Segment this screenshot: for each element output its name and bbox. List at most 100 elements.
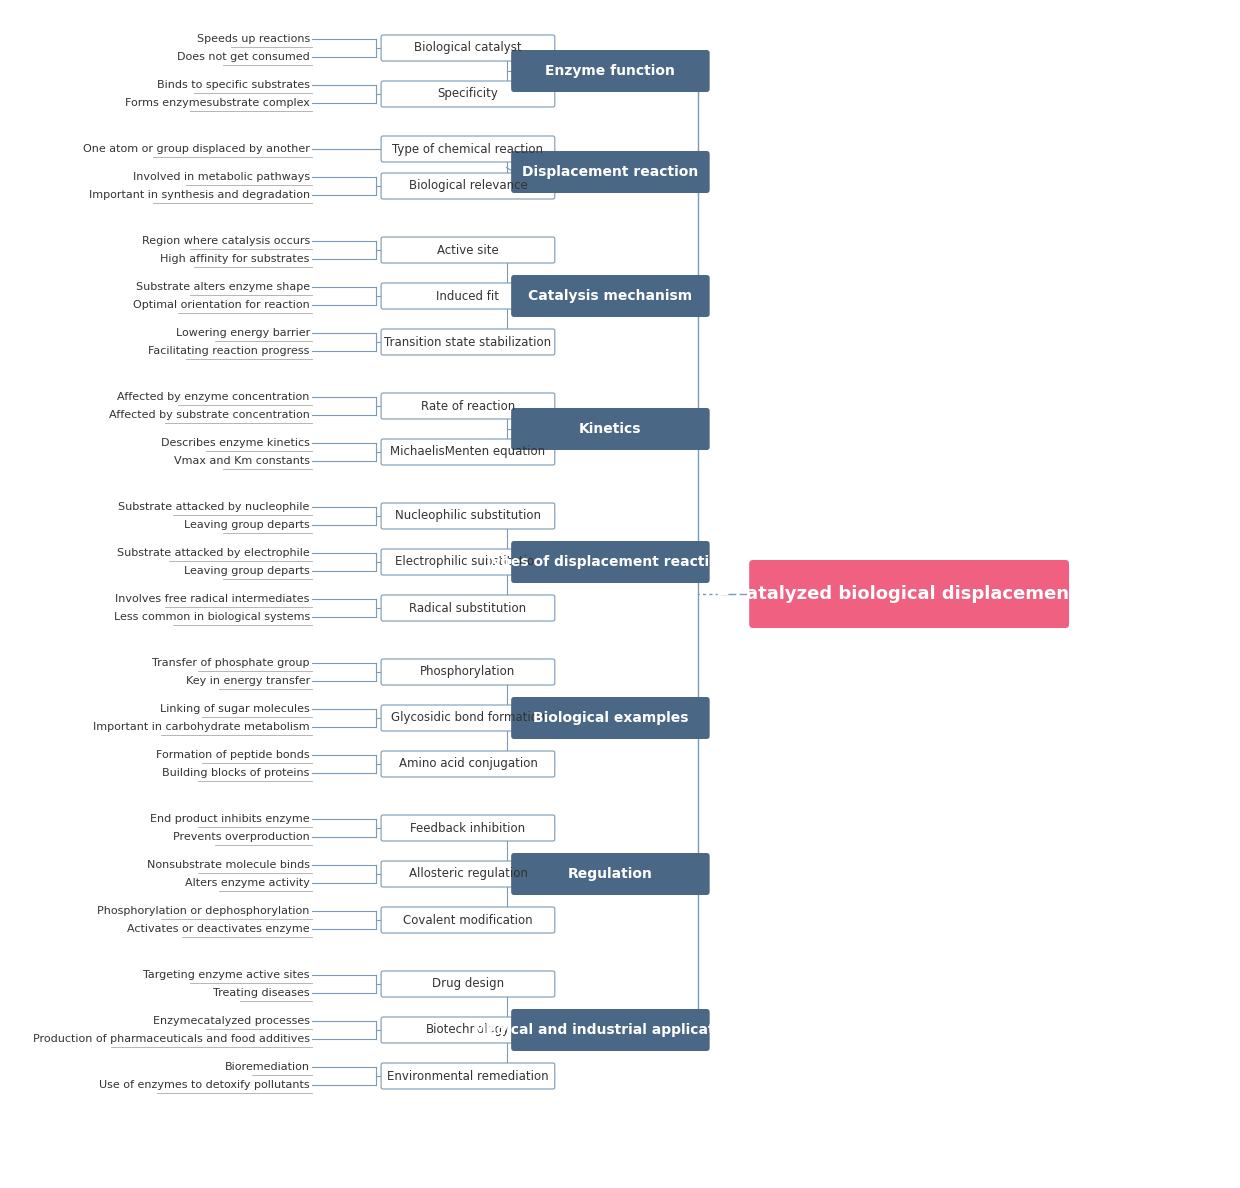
Text: Active site: Active site [436,244,498,257]
Text: Specificity: Specificity [438,88,498,101]
FancyBboxPatch shape [381,503,554,529]
FancyBboxPatch shape [381,173,554,200]
FancyBboxPatch shape [381,81,554,107]
Text: Prevents overproduction: Prevents overproduction [174,832,310,842]
Text: Biotechnology: Biotechnology [425,1024,510,1036]
Text: Environmental remediation: Environmental remediation [387,1069,549,1082]
Text: Substrate alters enzyme shape: Substrate alters enzyme shape [135,282,310,292]
Text: Covalent modification: Covalent modification [403,914,533,927]
Text: Feedback inhibition: Feedback inhibition [410,821,526,834]
Text: Enzyme catalyzed biological displacement reaction: Enzyme catalyzed biological displacement… [651,584,1167,604]
Text: Phosphorylation: Phosphorylation [420,665,516,678]
FancyBboxPatch shape [511,697,709,739]
Text: Transfer of phosphate group: Transfer of phosphate group [153,658,310,668]
FancyBboxPatch shape [381,906,554,933]
Text: Transition state stabilization: Transition state stabilization [384,335,552,348]
Text: Describes enzyme kinetics: Describes enzyme kinetics [161,438,310,448]
FancyBboxPatch shape [749,560,1069,628]
FancyBboxPatch shape [381,751,554,777]
FancyBboxPatch shape [381,236,554,263]
Text: Treating diseases: Treating diseases [213,988,310,998]
Text: High affinity for substrates: High affinity for substrates [160,254,310,264]
Text: Types of displacement reactions: Types of displacement reactions [484,555,737,569]
Text: Less common in biological systems: Less common in biological systems [114,612,310,623]
FancyBboxPatch shape [511,407,709,450]
Text: Facilitating reaction progress: Facilitating reaction progress [149,346,310,356]
Text: Affected by substrate concentration: Affected by substrate concentration [109,410,310,421]
Text: Activates or deactivates enzyme: Activates or deactivates enzyme [128,924,310,934]
FancyBboxPatch shape [381,861,554,887]
FancyBboxPatch shape [381,971,554,997]
Text: Binds to specific substrates: Binds to specific substrates [156,80,310,90]
Text: Biological examples: Biological examples [533,710,688,725]
Text: End product inhibits enzyme: End product inhibits enzyme [150,814,310,824]
FancyBboxPatch shape [381,595,554,621]
Text: Region where catalysis occurs: Region where catalysis occurs [141,236,310,246]
Text: Does not get consumed: Does not get consumed [177,52,310,62]
Text: Bioremediation: Bioremediation [224,1062,310,1072]
Text: Targeting enzyme active sites: Targeting enzyme active sites [144,969,310,980]
Text: Radical substitution: Radical substitution [409,601,527,614]
FancyBboxPatch shape [381,549,554,575]
Text: Forms enzymesubstrate complex: Forms enzymesubstrate complex [125,97,310,108]
Text: One atom or group displaced by another: One atom or group displaced by another [83,144,310,154]
Text: Linking of sugar molecules: Linking of sugar molecules [160,704,310,714]
FancyBboxPatch shape [511,50,709,91]
Text: Substrate attacked by electrophile: Substrate attacked by electrophile [117,548,310,558]
Text: MichaelisMenten equation: MichaelisMenten equation [391,446,546,459]
FancyBboxPatch shape [511,853,709,895]
Text: Rate of reaction: Rate of reaction [420,399,515,412]
FancyBboxPatch shape [381,659,554,685]
FancyBboxPatch shape [381,440,554,465]
Text: Key in energy transfer: Key in energy transfer [186,676,310,685]
Text: Type of chemical reaction: Type of chemical reaction [392,143,543,156]
Text: Phosphorylation or dephosphorylation: Phosphorylation or dephosphorylation [98,906,310,916]
Text: Regulation: Regulation [568,867,652,881]
Text: Leaving group departs: Leaving group departs [184,565,310,576]
FancyBboxPatch shape [511,151,709,192]
Text: Enzymecatalyzed processes: Enzymecatalyzed processes [153,1016,310,1026]
Text: Lowering energy barrier: Lowering energy barrier [176,328,310,339]
Text: Vmax and Km constants: Vmax and Km constants [174,456,310,466]
Text: Important in synthesis and degradation: Important in synthesis and degradation [89,190,310,200]
FancyBboxPatch shape [381,704,554,731]
Text: Affected by enzyme concentration: Affected by enzyme concentration [118,392,310,402]
FancyBboxPatch shape [511,541,709,583]
Text: Important in carbohydrate metabolism: Important in carbohydrate metabolism [93,722,310,732]
Text: Electrophilic substitution: Electrophilic substitution [394,556,541,569]
Text: Alters enzyme activity: Alters enzyme activity [185,878,310,887]
Text: Biological relevance: Biological relevance [408,179,527,192]
Text: Formation of peptide bonds: Formation of peptide bonds [156,750,310,760]
FancyBboxPatch shape [381,393,554,419]
Text: Production of pharmaceuticals and food additives: Production of pharmaceuticals and food a… [32,1034,310,1044]
Text: Optimal orientation for reaction: Optimal orientation for reaction [133,301,310,310]
FancyBboxPatch shape [381,1017,554,1043]
Text: Biological catalyst: Biological catalyst [414,42,522,55]
Text: Building blocks of proteins: Building blocks of proteins [162,767,310,778]
FancyBboxPatch shape [381,815,554,841]
Text: Involved in metabolic pathways: Involved in metabolic pathways [133,172,310,182]
Text: Enzyme function: Enzyme function [546,64,676,78]
FancyBboxPatch shape [381,283,554,309]
FancyBboxPatch shape [381,135,554,162]
Text: Glycosidic bond formation: Glycosidic bond formation [391,712,546,725]
Text: Use of enzymes to detoxify pollutants: Use of enzymes to detoxify pollutants [99,1080,310,1091]
FancyBboxPatch shape [511,1009,709,1051]
Text: Speeds up reactions: Speeds up reactions [197,34,310,44]
Text: Nucleophilic substitution: Nucleophilic substitution [396,510,541,523]
FancyBboxPatch shape [381,329,554,355]
Text: Medical and industrial applications: Medical and industrial applications [474,1023,748,1037]
Text: Involves free radical intermediates: Involves free radical intermediates [115,594,310,604]
Text: Leaving group departs: Leaving group departs [184,520,310,530]
Text: Catalysis mechanism: Catalysis mechanism [528,289,692,303]
FancyBboxPatch shape [381,34,554,61]
FancyBboxPatch shape [511,274,709,317]
Text: Amino acid conjugation: Amino acid conjugation [398,758,537,771]
Text: Drug design: Drug design [432,978,503,991]
Text: Kinetics: Kinetics [579,422,641,436]
Text: Allosteric regulation: Allosteric regulation [408,867,527,880]
Text: Displacement reaction: Displacement reaction [522,165,698,179]
Text: Induced fit: Induced fit [436,290,500,303]
Text: Nonsubstrate molecule binds: Nonsubstrate molecule binds [146,860,310,870]
FancyBboxPatch shape [381,1063,554,1089]
